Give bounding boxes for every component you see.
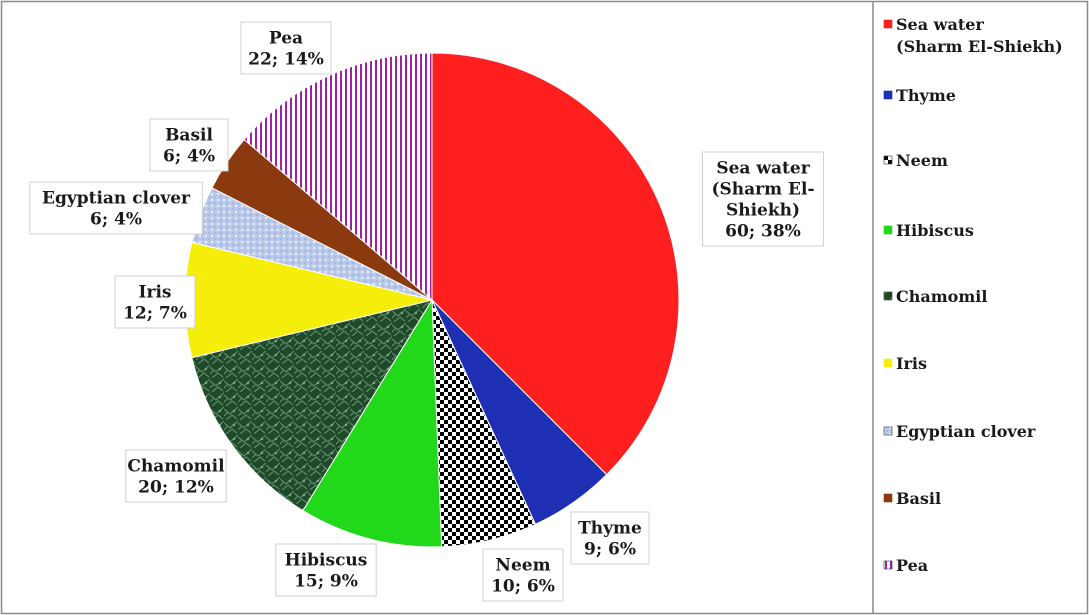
data-label-name: Iris [139, 282, 172, 302]
data-label-value: 12; 7% [123, 303, 187, 323]
legend-swatch [883, 90, 893, 100]
legend-swatch [883, 225, 893, 235]
data-label-value: 6; 4% [163, 146, 215, 166]
data-label-name: Egyptian clover [42, 188, 191, 208]
legend-swatch [883, 291, 893, 301]
legend-swatch [883, 358, 893, 368]
legend-swatch [883, 155, 893, 165]
legend-swatch [883, 560, 893, 570]
data-label-box [240, 21, 332, 75]
pie-slice-hibiscus [302, 298, 443, 548]
legend-label: Chamomil [896, 287, 987, 306]
legend-swatch [883, 19, 893, 29]
legend-label: Iris [896, 354, 927, 373]
legend-item-pea: Pea [883, 556, 928, 575]
legend-item-basil: Basil [883, 489, 941, 508]
legend-label: (Sharm El-Shiekh) [896, 37, 1063, 56]
legend-item-sea-water-sharm-el-shiekh: Sea water (Sharm El-Shiekh) [883, 15, 1063, 56]
data-label-value: 10; 6% [491, 576, 555, 596]
legend-item-egyptian-clover: Egyptian clover [883, 422, 1036, 441]
data-label-value: 22; 14% [248, 49, 324, 69]
data-label-value: 15; 9% [294, 571, 358, 591]
data-label-value: 20; 12% [138, 477, 214, 497]
data-label-name: Chamomil [127, 456, 225, 476]
legend-label: Thyme [896, 86, 956, 105]
legend-swatch [883, 426, 893, 436]
legend-item-hibiscus: Hibiscus [883, 221, 974, 240]
data-label-sea-water-sharm-el-shiekh: Sea water(Sharm El-Shiekh)60; 38% [702, 151, 824, 247]
data-label-value: 9; 6% [584, 539, 636, 559]
data-label-value: 60; 38% [725, 221, 801, 241]
legend-label: Neem [896, 151, 948, 170]
data-label-name: Thyme [578, 518, 642, 538]
data-labels: Sea water(Sharm El-Shiekh)60; 38% Thyme9;… [29, 21, 824, 602]
data-label-box [482, 548, 564, 602]
data-label-box [149, 118, 229, 172]
data-label-name: Hibiscus [285, 550, 368, 570]
legend-label: Sea water [896, 15, 984, 34]
legend-item-neem: Neem [883, 151, 948, 170]
data-label-name: (Sharm El- [711, 179, 814, 199]
legend: Sea water (Sharm El-Shiekh) Thyme Neem Hibis… [883, 15, 1063, 575]
legend-item-chamomil: Chamomil [883, 287, 987, 306]
legend-item-iris: Iris [883, 354, 927, 373]
data-label-name: Neem [495, 555, 550, 575]
pie-slices [184, 52, 680, 548]
data-label-box [570, 511, 650, 565]
pie-slice-pea [243, 52, 433, 302]
pie-slice-chamomil [191, 299, 434, 512]
data-label-box [125, 449, 227, 503]
data-label-value: 6; 4% [90, 209, 142, 229]
pie-slice-sea-water-sharm-el-shiekh [431, 52, 680, 476]
data-label-box [702, 151, 824, 247]
legend-label: Pea [896, 556, 928, 575]
legend-item-thyme: Thyme [883, 86, 956, 105]
legend-label: Basil [896, 489, 941, 508]
data-label-box [275, 543, 377, 597]
legend-swatch [883, 493, 893, 503]
data-label-name: Shiekh) [726, 200, 800, 220]
data-label-name: Sea water [716, 158, 810, 178]
data-label-name: Pea [269, 28, 303, 48]
legend-label: Hibiscus [896, 221, 974, 240]
data-label-box [114, 275, 196, 329]
data-label-name: Basil [165, 125, 213, 145]
data-label-box [29, 181, 203, 235]
legend-label: Egyptian clover [896, 422, 1036, 441]
